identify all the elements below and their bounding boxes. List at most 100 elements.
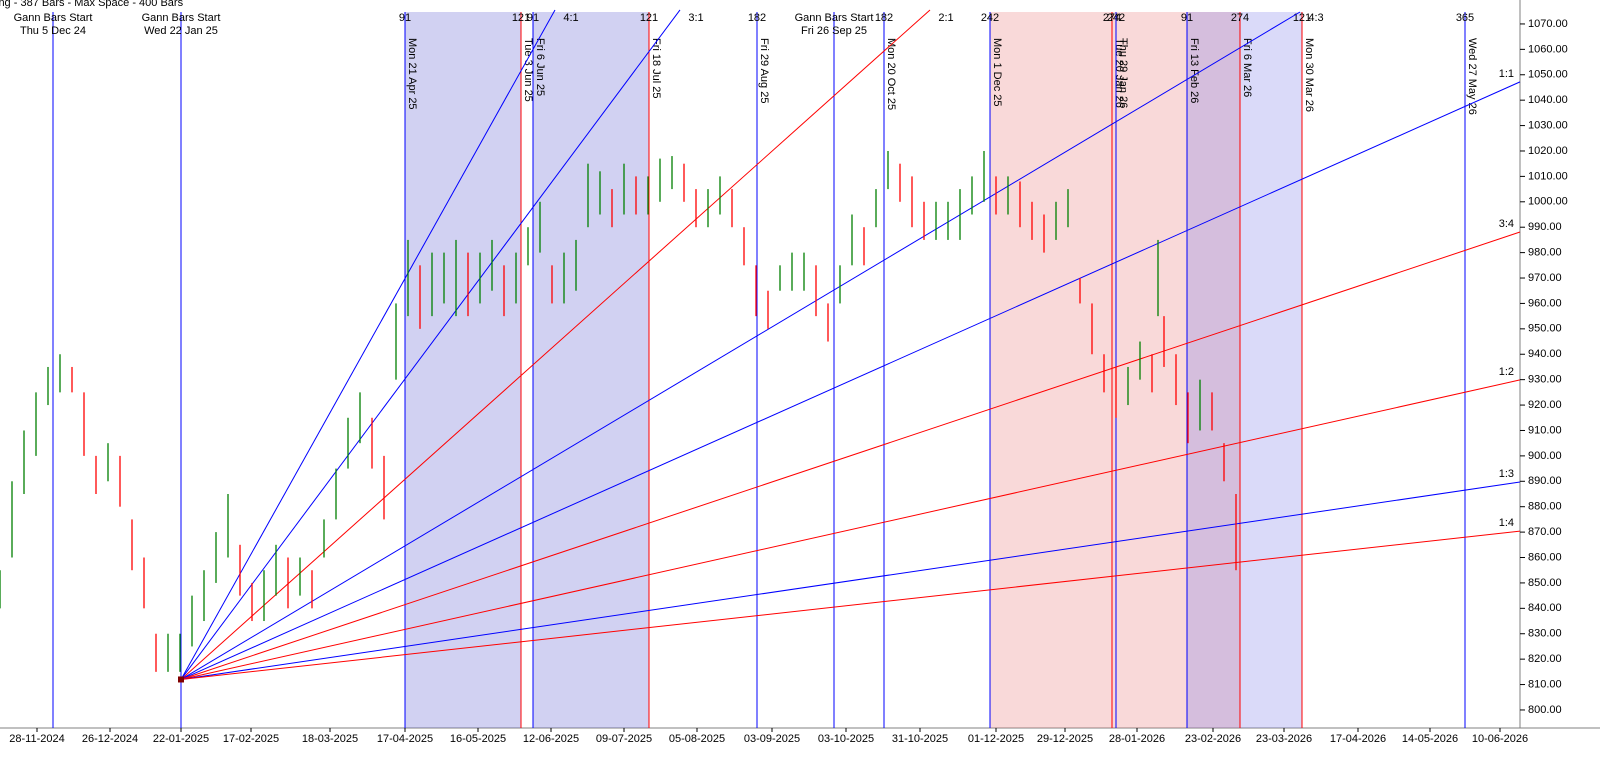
bar-count: 91 [527,12,539,24]
x-tick-label: 22-01-2025 [153,733,209,745]
time-line-label: Fri 6 Mar 26 [1241,38,1253,97]
y-tick-label: 900.00 [1528,450,1562,462]
fan-line [180,11,1301,680]
x-tick-label: 17-02-2025 [223,733,279,745]
x-tick-label: 03-09-2025 [744,733,800,745]
bar-count: 121 [640,12,658,24]
bar-count: 242 [981,12,999,24]
x-tick-label: 23-02-2026 [1185,733,1241,745]
y-tick-label: 1070.00 [1528,18,1568,30]
y-tick-label: 1000.00 [1528,196,1568,208]
y-tick-label: 950.00 [1528,323,1562,335]
y-tick-label: 830.00 [1528,628,1562,640]
fan-ratio-label: 1:1 [1499,68,1514,80]
time-line-label: Fri 18 Jul 25 [650,38,662,99]
y-tick-label: 1010.00 [1528,170,1568,182]
fan-ratio-label: 3:1 [688,12,703,24]
bar-count: 121 [1293,12,1311,24]
time-zone [990,12,1240,728]
bar-count: 91 [1181,12,1193,24]
fan-ratio-label: 4:3 [1308,12,1323,24]
y-tick-label: 800.00 [1528,704,1562,716]
bar-count: 182 [875,12,893,24]
y-tick-label: 980.00 [1528,247,1562,259]
y-tick-label: 1030.00 [1528,119,1568,131]
fan-line [180,481,1521,680]
bar-count: 274 [1231,12,1249,24]
price-axis-bg [1520,0,1600,761]
header: ing - 387 Bars - Max Space - 400 Bars [0,0,184,9]
bar-count: 274 [1103,12,1121,24]
x-tick-label: 28-01-2026 [1109,733,1165,745]
gann-start-date: Fri 26 Sep 25 [801,25,867,37]
fan-line [180,231,1521,680]
fan-origin [178,676,184,683]
x-tick-label: 05-08-2025 [669,733,725,745]
gann-start-title: Gann Bars Start [142,12,221,24]
y-tick-label: 860.00 [1528,551,1562,563]
bar-count: 242 [1107,12,1125,24]
gann-start-title: Gann Bars Start [795,12,874,24]
time-line-label: Mon 1 Dec 25 [991,38,1003,106]
gann-start-title: Gann Bars Start [14,12,93,24]
y-tick-label: 880.00 [1528,501,1562,513]
y-tick-label: 940.00 [1528,348,1562,360]
y-tick-label: 1060.00 [1528,43,1568,55]
x-tick-label: 16-05-2025 [450,733,506,745]
x-tick-label: 01-12-2025 [968,733,1024,745]
time-line-label: Fri 13 Feb 26 [1188,38,1200,103]
fan-line [180,379,1521,680]
y-tick-label: 930.00 [1528,374,1562,386]
x-tick-label: 12-06-2025 [523,733,579,745]
time-line-label: Tue 3 Jun 25 [522,38,534,102]
y-tick-label: 1050.00 [1528,69,1568,81]
fan-ratio-label: 1:3 [1499,468,1514,480]
x-tick-label: 03-10-2025 [818,733,874,745]
gann-start-date: Thu 5 Dec 24 [20,25,86,37]
fan-ratio-label: 1:2 [1499,366,1514,378]
x-tick-label: 26-12-2024 [82,733,138,745]
time-line-label: Mon 21 Apr 25 [406,38,418,110]
x-tick-label: 31-10-2025 [892,733,948,745]
x-tick-label: 10-06-2026 [1472,733,1528,745]
fan-line [180,9,681,680]
x-tick-label: 14-05-2026 [1402,733,1458,745]
time-line-label: Thu 29 Jan 26 [1117,38,1129,108]
time-line-label: Mon 30 Mar 26 [1303,38,1315,112]
x-tick-label: 17-04-2025 [377,733,433,745]
x-tick-label: 09-07-2025 [596,733,652,745]
y-tick-label: 1040.00 [1528,94,1568,106]
time-line-label: Wed 27 May 26 [1466,38,1478,115]
x-tick-label: 17-04-2026 [1330,733,1386,745]
time-zone [533,12,649,728]
y-tick-label: 850.00 [1528,577,1562,589]
bar-count: 182 [748,12,766,24]
y-tick-label: 920.00 [1528,399,1562,411]
y-tick-label: 820.00 [1528,653,1562,665]
y-tick-label: 870.00 [1528,526,1562,538]
time-line-label: Fri 6 Jun 25 [534,38,546,96]
y-tick-label: 970.00 [1528,272,1562,284]
y-tick-label: 810.00 [1528,678,1562,690]
time-line-label: Fri 29 Aug 25 [758,38,770,103]
y-tick-label: 840.00 [1528,602,1562,614]
fan-line [180,9,931,680]
fan-ratio-label: 4:1 [563,12,578,24]
y-tick-label: 910.00 [1528,424,1562,436]
bar-count: 121 [512,12,530,24]
bar-count: 365 [1456,12,1474,24]
fan-ratio-label: 2:1 [938,12,953,24]
time-zone [1187,12,1302,728]
fan-line [180,9,556,680]
fan-line [180,81,1521,680]
time-zone [405,12,521,728]
x-tick-label: 23-03-2026 [1256,733,1312,745]
time-line-label: Mon 20 Oct 25 [885,38,897,110]
fan-ratio-label: 3:4 [1499,218,1514,230]
y-tick-label: 990.00 [1528,221,1562,233]
x-tick-label: 18-03-2025 [302,733,358,745]
bar-count: 91 [399,12,411,24]
fan-ratio-label: 1:4 [1499,517,1514,529]
